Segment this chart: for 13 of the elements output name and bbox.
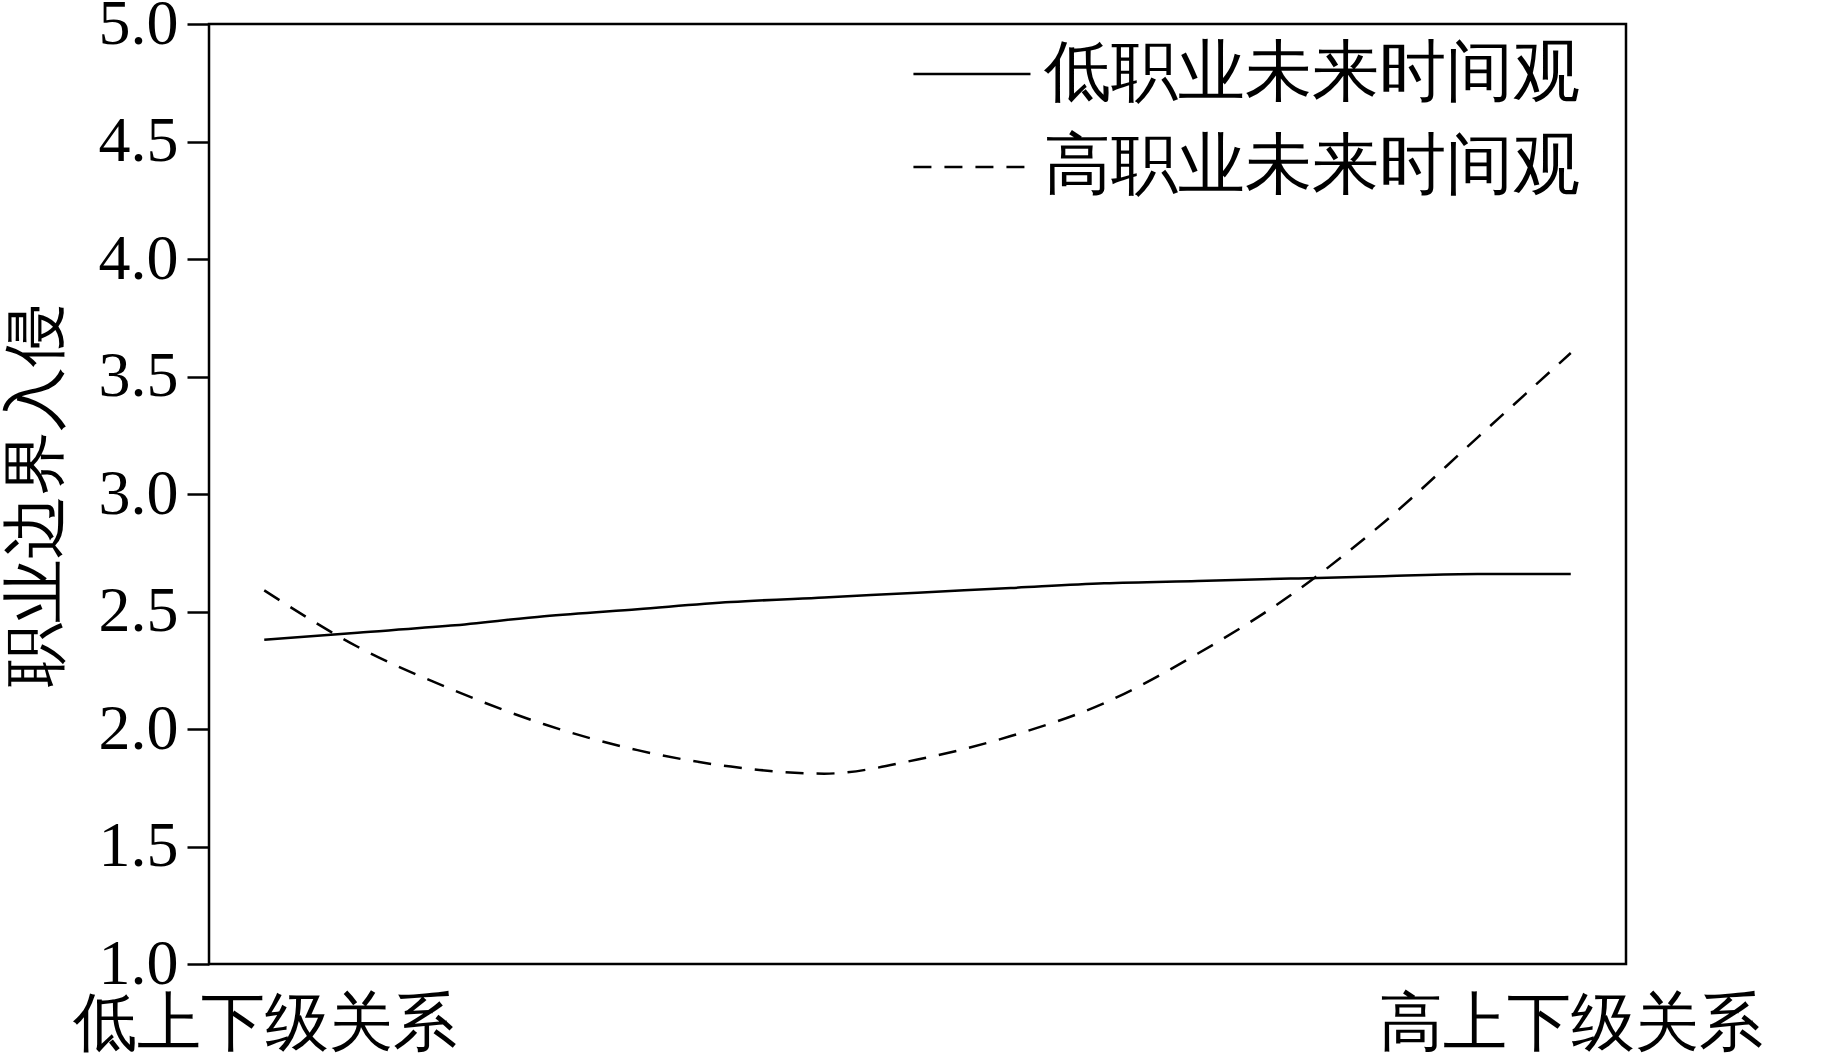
y-tick-label: 4.5 (98, 104, 179, 175)
x-tick-label: 高上下级关系 (1379, 986, 1764, 1058)
x-tick-label: 低上下级关系 (72, 986, 457, 1058)
legend-label: 低职业未来时间观 (1043, 34, 1580, 108)
y-tick-label: 2.5 (98, 574, 179, 645)
y-tick-label: 3.0 (98, 456, 179, 528)
y-tick-label: 3.5 (98, 339, 179, 410)
y-tick-label: 5.0 (98, 0, 179, 58)
legend-label: 高职业未来时间观 (1043, 127, 1580, 201)
y-tick-label: 4.0 (98, 221, 179, 293)
y-tick-label: 1.5 (98, 809, 179, 880)
y-axis-title: 职业边界入侵 (0, 302, 70, 687)
y-tick-label: 2.0 (98, 691, 179, 763)
